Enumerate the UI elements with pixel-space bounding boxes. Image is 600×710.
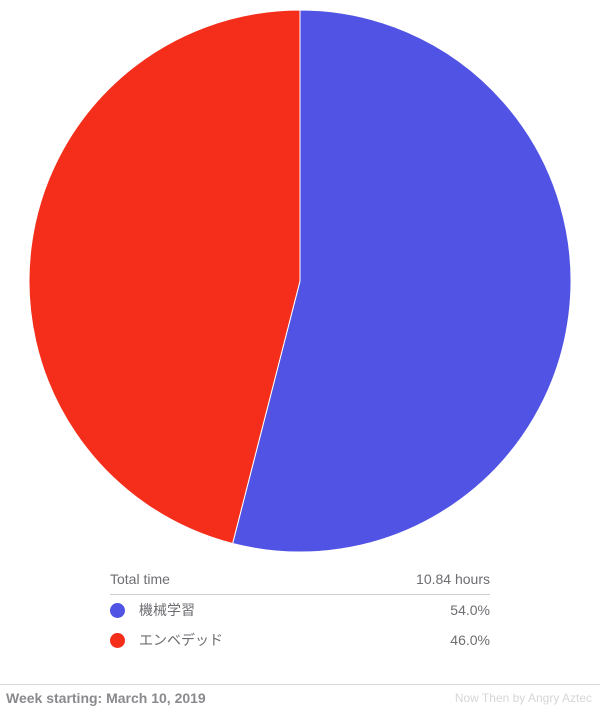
legend-percentage: 54.0% — [450, 602, 490, 618]
total-time-row: Total time 10.84 hours — [110, 568, 490, 595]
legend-item: エンベデッド 46.0% — [110, 625, 490, 655]
pie-slice — [28, 9, 301, 545]
total-time-value: 10.84 hours — [416, 571, 490, 587]
legend-label: 機械学習 — [139, 602, 195, 618]
legend-percentage: 46.0% — [450, 632, 490, 648]
legend-label: エンベデッド — [139, 632, 223, 648]
summary-panel: Total time 10.84 hours 機械学習 54.0% エンベデッド… — [110, 568, 490, 655]
legend-color-dot — [110, 632, 125, 648]
app-branding: Now Then by Angry Aztec — [454, 690, 592, 705]
legend-color-dot — [110, 602, 125, 618]
footer: Week starting: March 10, 2019 Now Then b… — [0, 684, 600, 710]
week-starting-label: Week starting: March 10, 2019 — [6, 689, 206, 706]
pie-chart — [28, 9, 572, 553]
legend-item: 機械学習 54.0% — [110, 595, 490, 625]
pie-slice — [231, 9, 572, 553]
total-time-label: Total time — [110, 571, 170, 587]
